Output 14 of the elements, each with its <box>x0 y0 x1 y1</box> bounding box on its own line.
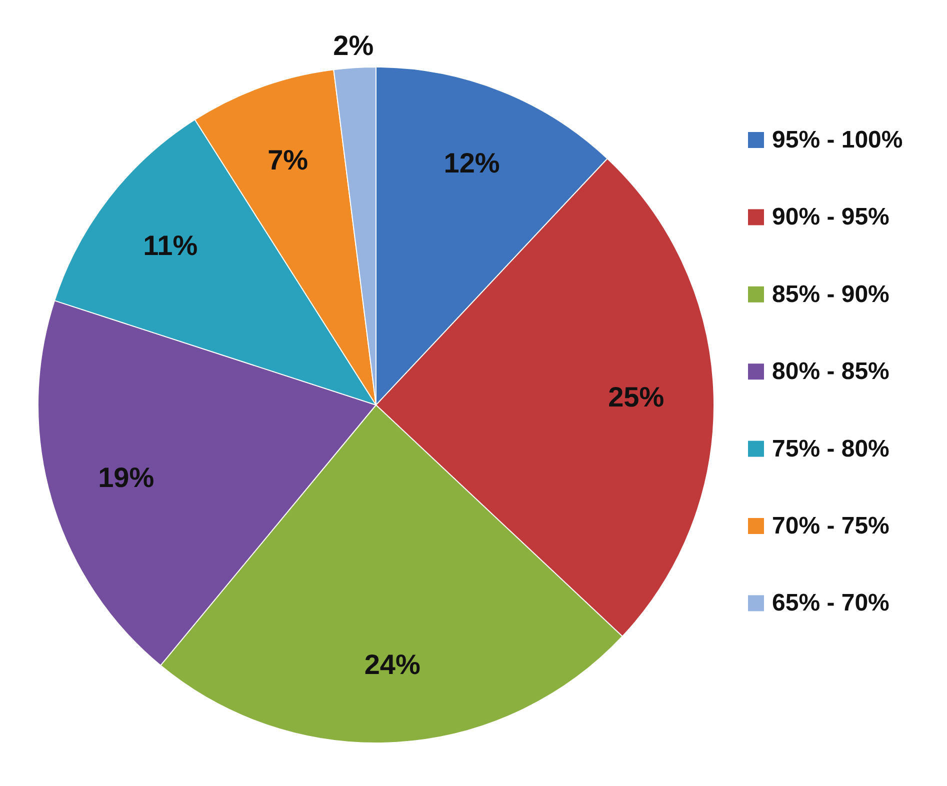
data-label: 7% <box>268 144 308 176</box>
legend-label: 70% - 75% <box>772 512 890 540</box>
legend-label: 90% - 95% <box>772 204 890 231</box>
data-label: 25% <box>608 381 664 412</box>
legend-label: 80% - 85% <box>772 358 890 386</box>
data-label: 12% <box>444 148 500 179</box>
legend-label: 85% - 90% <box>772 280 890 308</box>
legend-label: 95% - 100% <box>772 126 903 154</box>
data-label: 24% <box>364 649 420 680</box>
data-label: 11% <box>143 230 198 261</box>
data-label: 19% <box>98 462 154 494</box>
legend-label: 75% - 80% <box>772 435 890 462</box>
legend-label: 65% - 70% <box>772 590 890 617</box>
data-label: 2% <box>333 30 374 62</box>
